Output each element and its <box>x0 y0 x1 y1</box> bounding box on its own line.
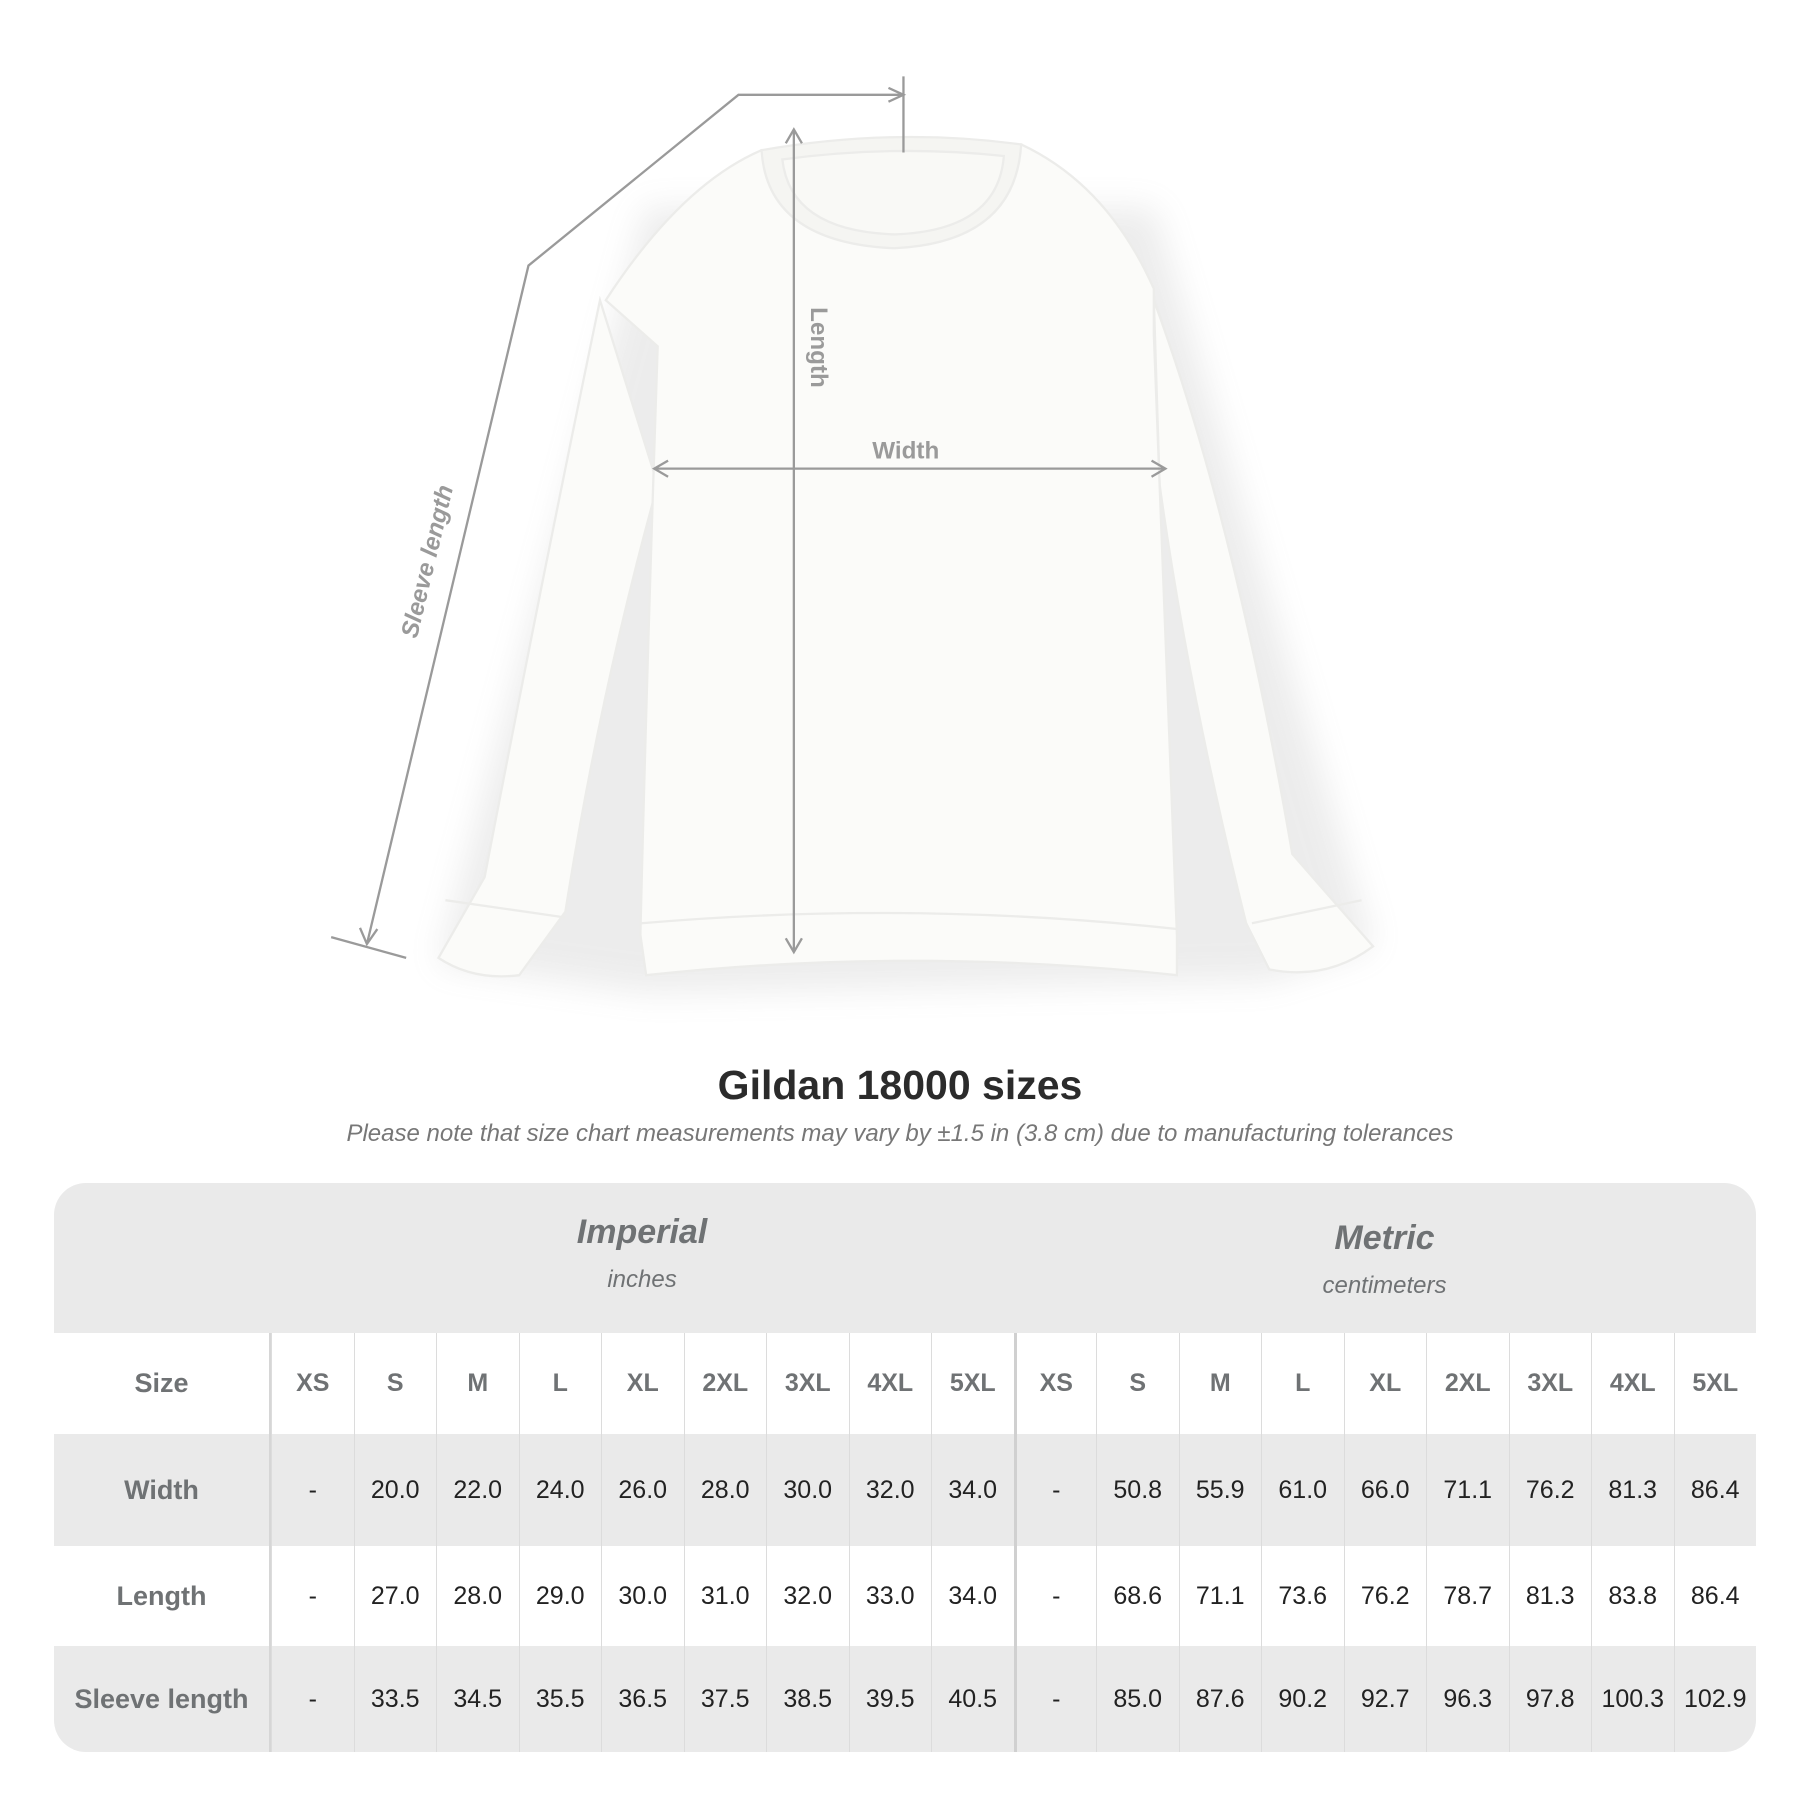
value-cell: 97.8 <box>1508 1646 1592 1752</box>
table-row: Width -20.0 22.0 24.0 26.0 28.0 30.0 32.0 34.0-5… <box>54 1434 1756 1546</box>
page-title: Gildan 18000 sizes <box>717 1062 1083 1108</box>
size-header-cell: XL <box>601 1333 684 1434</box>
metric-title: Metric <box>1334 1219 1435 1257</box>
value-cell: 34.0 <box>931 1434 1014 1546</box>
table-row: Sleeve length -33.5 34.5 35.5 36.5 37.5 38.5 39… <box>54 1646 1756 1752</box>
size-header-cell: 4XL <box>848 1333 932 1434</box>
size-header-cell: 2XL <box>1426 1333 1509 1434</box>
size-header-cell: S <box>353 1333 437 1434</box>
value-cell: 37.5 <box>683 1646 767 1752</box>
value-cell: 86.4 <box>1673 1434 1757 1546</box>
value-cell: 87.6 <box>1178 1646 1262 1752</box>
metric-header: Metric centimeters <box>1013 1219 1756 1300</box>
value-cell: 32.0 <box>848 1434 932 1546</box>
value-cell: 90.2 <box>1261 1646 1344 1752</box>
value-cell: 35.5 <box>518 1646 602 1752</box>
value-cell: 28.0 <box>436 1546 519 1646</box>
size-header-cell: 5XL <box>1673 1333 1757 1434</box>
size-table: Imperial inches Metric centimeters Size X… <box>54 1183 1756 1752</box>
row-label: Length <box>54 1546 271 1646</box>
row-label: Sleeve length <box>54 1646 271 1752</box>
value-cell: 28.0 <box>683 1434 767 1546</box>
value-cell: - <box>271 1646 354 1752</box>
value-cell: 92.7 <box>1343 1646 1427 1752</box>
size-header-cell: 3XL <box>1508 1333 1592 1434</box>
size-header-row: Size XS S M L XL 2XL 3XL 4XL 5XL XS S M L XL 2XL 3XL 4XL 5… <box>54 1333 1756 1434</box>
value-cell: - <box>1013 1434 1097 1546</box>
length-label: Length <box>805 307 832 388</box>
value-cell: 71.1 <box>1178 1546 1262 1646</box>
value-cell: 22.0 <box>436 1434 519 1546</box>
value-cell: 81.3 <box>1591 1434 1674 1546</box>
value-cell: 61.0 <box>1261 1434 1344 1546</box>
value-cell: - <box>271 1434 354 1546</box>
size-header-cell: S <box>1096 1333 1179 1434</box>
imperial-header: Imperial inches <box>271 1213 1013 1294</box>
value-cell: 96.3 <box>1426 1646 1509 1752</box>
size-header-cell: XS <box>1013 1333 1097 1434</box>
value-cell: 68.6 <box>1096 1546 1179 1646</box>
size-header-cell: XS <box>271 1333 354 1434</box>
size-header-cell: 3XL <box>766 1333 849 1434</box>
value-cell: 86.4 <box>1673 1546 1757 1646</box>
size-header-cell: M <box>1178 1333 1262 1434</box>
value-cell: - <box>1013 1546 1097 1646</box>
value-cell: 29.0 <box>518 1546 602 1646</box>
tolerance-note: Please note that size chart measurements… <box>346 1120 1454 1147</box>
value-cell: 20.0 <box>353 1434 437 1546</box>
value-cell: 66.0 <box>1343 1434 1427 1546</box>
value-cell: 34.0 <box>931 1546 1014 1646</box>
value-cell: 36.5 <box>601 1646 684 1752</box>
imperial-title: Imperial <box>576 1213 708 1251</box>
sleeve-measure-line <box>365 93 904 945</box>
value-cell: 39.5 <box>848 1646 932 1752</box>
size-header-cell: M <box>436 1333 519 1434</box>
value-cell: - <box>1013 1646 1097 1752</box>
value-cell: 76.2 <box>1343 1546 1427 1646</box>
value-cell: 30.0 <box>766 1434 849 1546</box>
unit-header <box>54 1183 1756 1333</box>
imperial-unit: inches <box>607 1266 677 1293</box>
measurement-lines <box>330 76 1168 959</box>
value-cell: 85.0 <box>1096 1646 1179 1752</box>
value-cell: 27.0 <box>353 1546 437 1646</box>
sweatshirt <box>436 135 1375 978</box>
value-cell: 55.9 <box>1178 1434 1262 1546</box>
value-cell: 38.5 <box>766 1646 849 1752</box>
value-cell: 40.5 <box>931 1646 1014 1752</box>
size-header-cell: 4XL <box>1591 1333 1674 1434</box>
value-cell: 100.3 <box>1591 1646 1674 1752</box>
value-cell: - <box>271 1546 354 1646</box>
value-cell: 102.9 <box>1673 1646 1757 1752</box>
table-row: Length -27.0 28.0 29.0 30.0 31.0 32.0 33.0 34.0-… <box>54 1546 1756 1646</box>
metric-unit: centimeters <box>1322 1272 1447 1299</box>
size-header-cell: XL <box>1343 1333 1427 1434</box>
row-label: Size <box>54 1333 271 1434</box>
value-cell: 50.8 <box>1096 1434 1179 1546</box>
size-header-cell: L <box>1261 1333 1344 1434</box>
row-label: Width <box>54 1434 271 1546</box>
sweatshirt-illustration: Length Width Sleeve length <box>330 76 1375 993</box>
value-cell: 32.0 <box>766 1546 849 1646</box>
value-cell: 31.0 <box>683 1546 767 1646</box>
value-cell: 71.1 <box>1426 1434 1509 1546</box>
value-cell: 73.6 <box>1261 1546 1344 1646</box>
value-cell: 33.5 <box>353 1646 437 1752</box>
width-label: Width <box>872 437 939 464</box>
value-cell: 24.0 <box>518 1434 602 1546</box>
value-cell: 26.0 <box>601 1434 684 1546</box>
value-cell: 34.5 <box>436 1646 519 1752</box>
value-cell: 76.2 <box>1508 1434 1592 1546</box>
value-cell: 33.0 <box>848 1546 932 1646</box>
sleeve-length-label: Sleeve length <box>396 482 459 640</box>
size-header-cell: 2XL <box>683 1333 767 1434</box>
size-header-cell: 5XL <box>931 1333 1014 1434</box>
value-cell: 83.8 <box>1591 1546 1674 1646</box>
value-cell: 81.3 <box>1508 1546 1592 1646</box>
value-cell: 30.0 <box>601 1546 684 1646</box>
value-cell: 78.7 <box>1426 1546 1509 1646</box>
size-header-cell: L <box>518 1333 602 1434</box>
